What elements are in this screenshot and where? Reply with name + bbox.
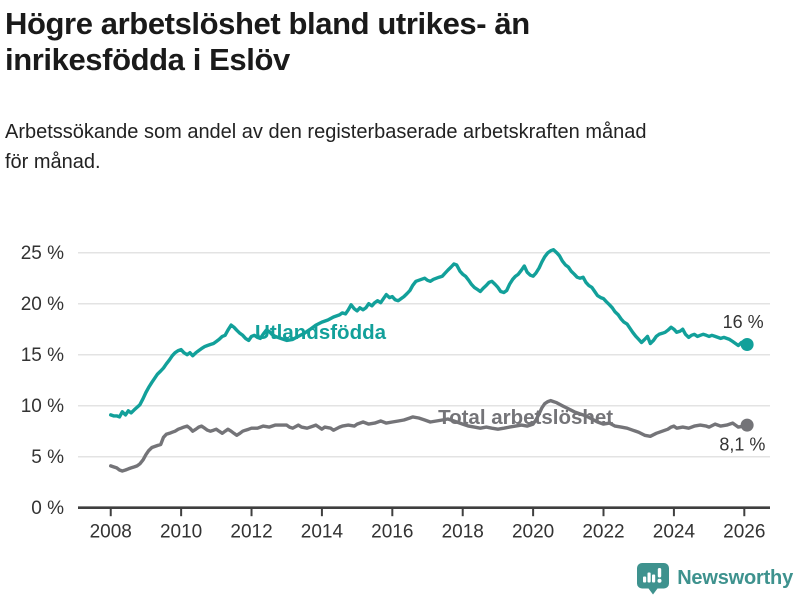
x-tick-label: 2024 xyxy=(653,522,696,543)
page-title-line-1: Högre arbetslöshet bland utrikes- än xyxy=(5,6,530,41)
x-tick-label: 2014 xyxy=(301,522,344,543)
newsworthy-icon xyxy=(637,563,670,595)
y-tick-label: 20 % xyxy=(21,294,64,315)
x-tick-label: 2018 xyxy=(442,522,484,543)
page-subtitle-line-1: Arbetssökande som andel av den registerb… xyxy=(5,121,647,143)
y-tick-label: 25 % xyxy=(21,243,64,264)
total-arbetsloshet-end-value-label: 8,1 % xyxy=(719,435,765,455)
x-tick-label: 2008 xyxy=(90,522,132,543)
utlandsfodda-end-value-label: 16 % xyxy=(723,312,764,332)
x-tick-label: 2012 xyxy=(230,522,272,543)
total-arbetsloshet-end-dot xyxy=(740,418,754,432)
y-tick-label: 10 % xyxy=(21,396,64,417)
newsworthy-logo[interactable]: Newsworthy xyxy=(636,562,793,595)
x-tick-label: 2010 xyxy=(160,522,202,543)
page-subtitle-line-2: för månad. xyxy=(5,151,101,173)
utlandsfodda-end-dot xyxy=(740,338,754,352)
utlandsfodda-series-label: Utlandsfödda xyxy=(255,321,387,344)
y-tick-label: 0 % xyxy=(31,498,64,519)
page-subtitle: Arbetssökande som andel av den registerb… xyxy=(5,117,647,177)
x-tick-label: 2022 xyxy=(582,522,624,543)
x-tick-label: 2026 xyxy=(723,522,765,543)
x-tick-label: 2020 xyxy=(512,522,554,543)
total-arbetsloshet-series-label: Total arbetslöshet xyxy=(438,406,613,429)
y-tick-label: 15 % xyxy=(21,345,64,366)
total-arbetsloshet-line xyxy=(109,398,749,473)
x-tick-label: 2016 xyxy=(371,522,413,543)
page-title-line-2: inrikesfödda i Eslöv xyxy=(5,41,290,77)
newsworthy-wordmark: Newsworthy xyxy=(677,567,793,589)
utlandsfodda-line xyxy=(109,248,749,419)
page-title: Högre arbetslöshet bland utrikes- än inr… xyxy=(5,6,530,78)
y-tick-label: 5 % xyxy=(31,447,64,468)
